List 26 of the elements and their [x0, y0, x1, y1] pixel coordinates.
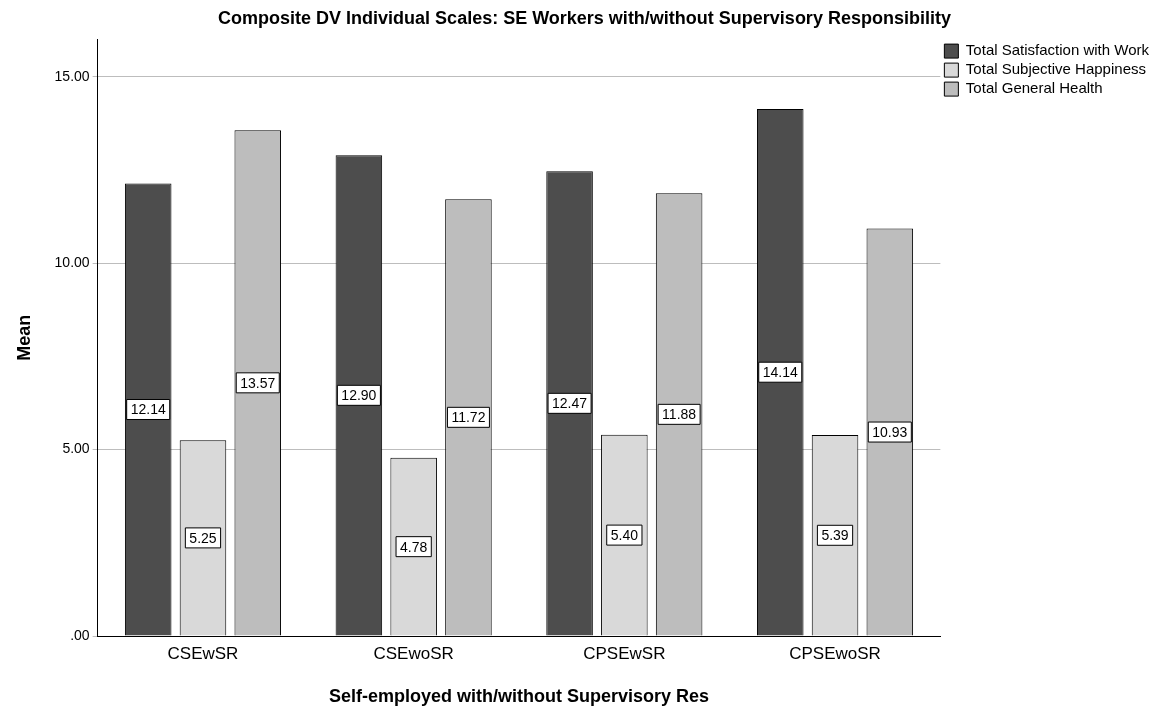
x-tick-label: CSEwoSR: [373, 643, 454, 663]
x-tick-label: CSEwSR: [167, 643, 239, 663]
data-label: 10.93: [872, 423, 908, 440]
data-label: 12.14: [130, 401, 166, 418]
data-label: 14.14: [762, 364, 798, 381]
legend-label: Total Subjective Happiness: [965, 60, 1146, 78]
x-axis-title: Self-employed with/without Supervisory Res: [328, 686, 710, 707]
y-axis-title: Mean: [13, 314, 34, 361]
data-label: 11.88: [662, 406, 697, 423]
data-label: 13.57: [240, 374, 276, 391]
x-tick-label: CPSEwSR: [583, 643, 666, 663]
y-tick-label: 5.00: [62, 440, 90, 457]
data-label: 11.72: [451, 409, 486, 426]
x-tick-label: CPSEwoSR: [789, 643, 881, 663]
legend-label: Total General Health: [965, 79, 1103, 97]
legend-label: Total Satisfaction with Work: [965, 41, 1150, 59]
data-label: 5.39: [821, 527, 849, 544]
data-label: 12.47: [552, 395, 588, 412]
data-label: 5.40: [610, 526, 639, 543]
y-tick-label: .00: [70, 626, 90, 643]
chart-title: Composite DV Individual Scales: SE Workers with/without Supervisory Responsibility: [218, 7, 951, 28]
y-tick-label: 10.00: [54, 254, 90, 271]
data-label: 12.90: [341, 387, 377, 404]
y-tick-label: 15.00: [54, 67, 90, 84]
data-label: 4.78: [400, 538, 428, 555]
data-label: 5.25: [189, 529, 217, 546]
